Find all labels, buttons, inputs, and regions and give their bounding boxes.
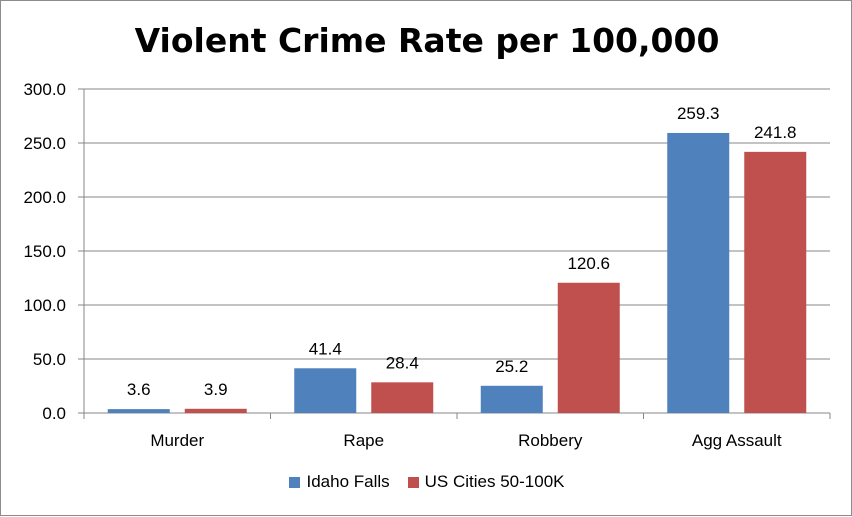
data-label: 3.6: [127, 380, 151, 399]
legend-swatch-us-cities: [407, 476, 419, 488]
legend-label-idaho-falls: Idaho Falls: [306, 472, 390, 491]
legend: Idaho Falls US Cities 50-100K: [1, 472, 852, 492]
data-label: 241.8: [754, 123, 797, 142]
y-tick-label: 150.0: [23, 242, 66, 261]
x-category-label: Robbery: [518, 431, 583, 450]
x-category-label: Rape: [343, 431, 384, 450]
legend-item-us-cities: US Cities 50-100K: [407, 472, 565, 492]
y-tick-label: 300.0: [23, 80, 66, 99]
data-label: 259.3: [677, 104, 720, 123]
legend-label-us-cities: US Cities 50-100K: [424, 472, 565, 491]
data-label: 28.4: [386, 353, 419, 372]
x-category-label: Murder: [150, 431, 204, 450]
y-tick-label: 0.0: [42, 404, 66, 423]
x-category-label: Agg Assault: [692, 431, 782, 450]
data-label: 120.6: [567, 254, 610, 273]
y-tick-label: 200.0: [23, 188, 66, 207]
bar: [480, 385, 543, 413]
bar: [667, 132, 730, 413]
bar: [371, 382, 434, 413]
y-tick-label: 100.0: [23, 296, 66, 315]
chart-title: Violent Crime Rate per 100,000: [134, 21, 720, 60]
bar: [744, 151, 807, 413]
data-label: 3.9: [204, 380, 228, 399]
y-tick-label: 50.0: [33, 350, 66, 369]
data-label: 41.4: [309, 339, 342, 358]
legend-item-idaho-falls: Idaho Falls: [289, 472, 390, 492]
data-label: 25.2: [495, 357, 528, 376]
bar: [294, 368, 357, 413]
bar: [107, 409, 170, 413]
bar: [184, 408, 247, 413]
legend-swatch-idaho-falls: [289, 476, 301, 488]
bar: [557, 282, 620, 413]
y-tick-label: 250.0: [23, 134, 66, 153]
